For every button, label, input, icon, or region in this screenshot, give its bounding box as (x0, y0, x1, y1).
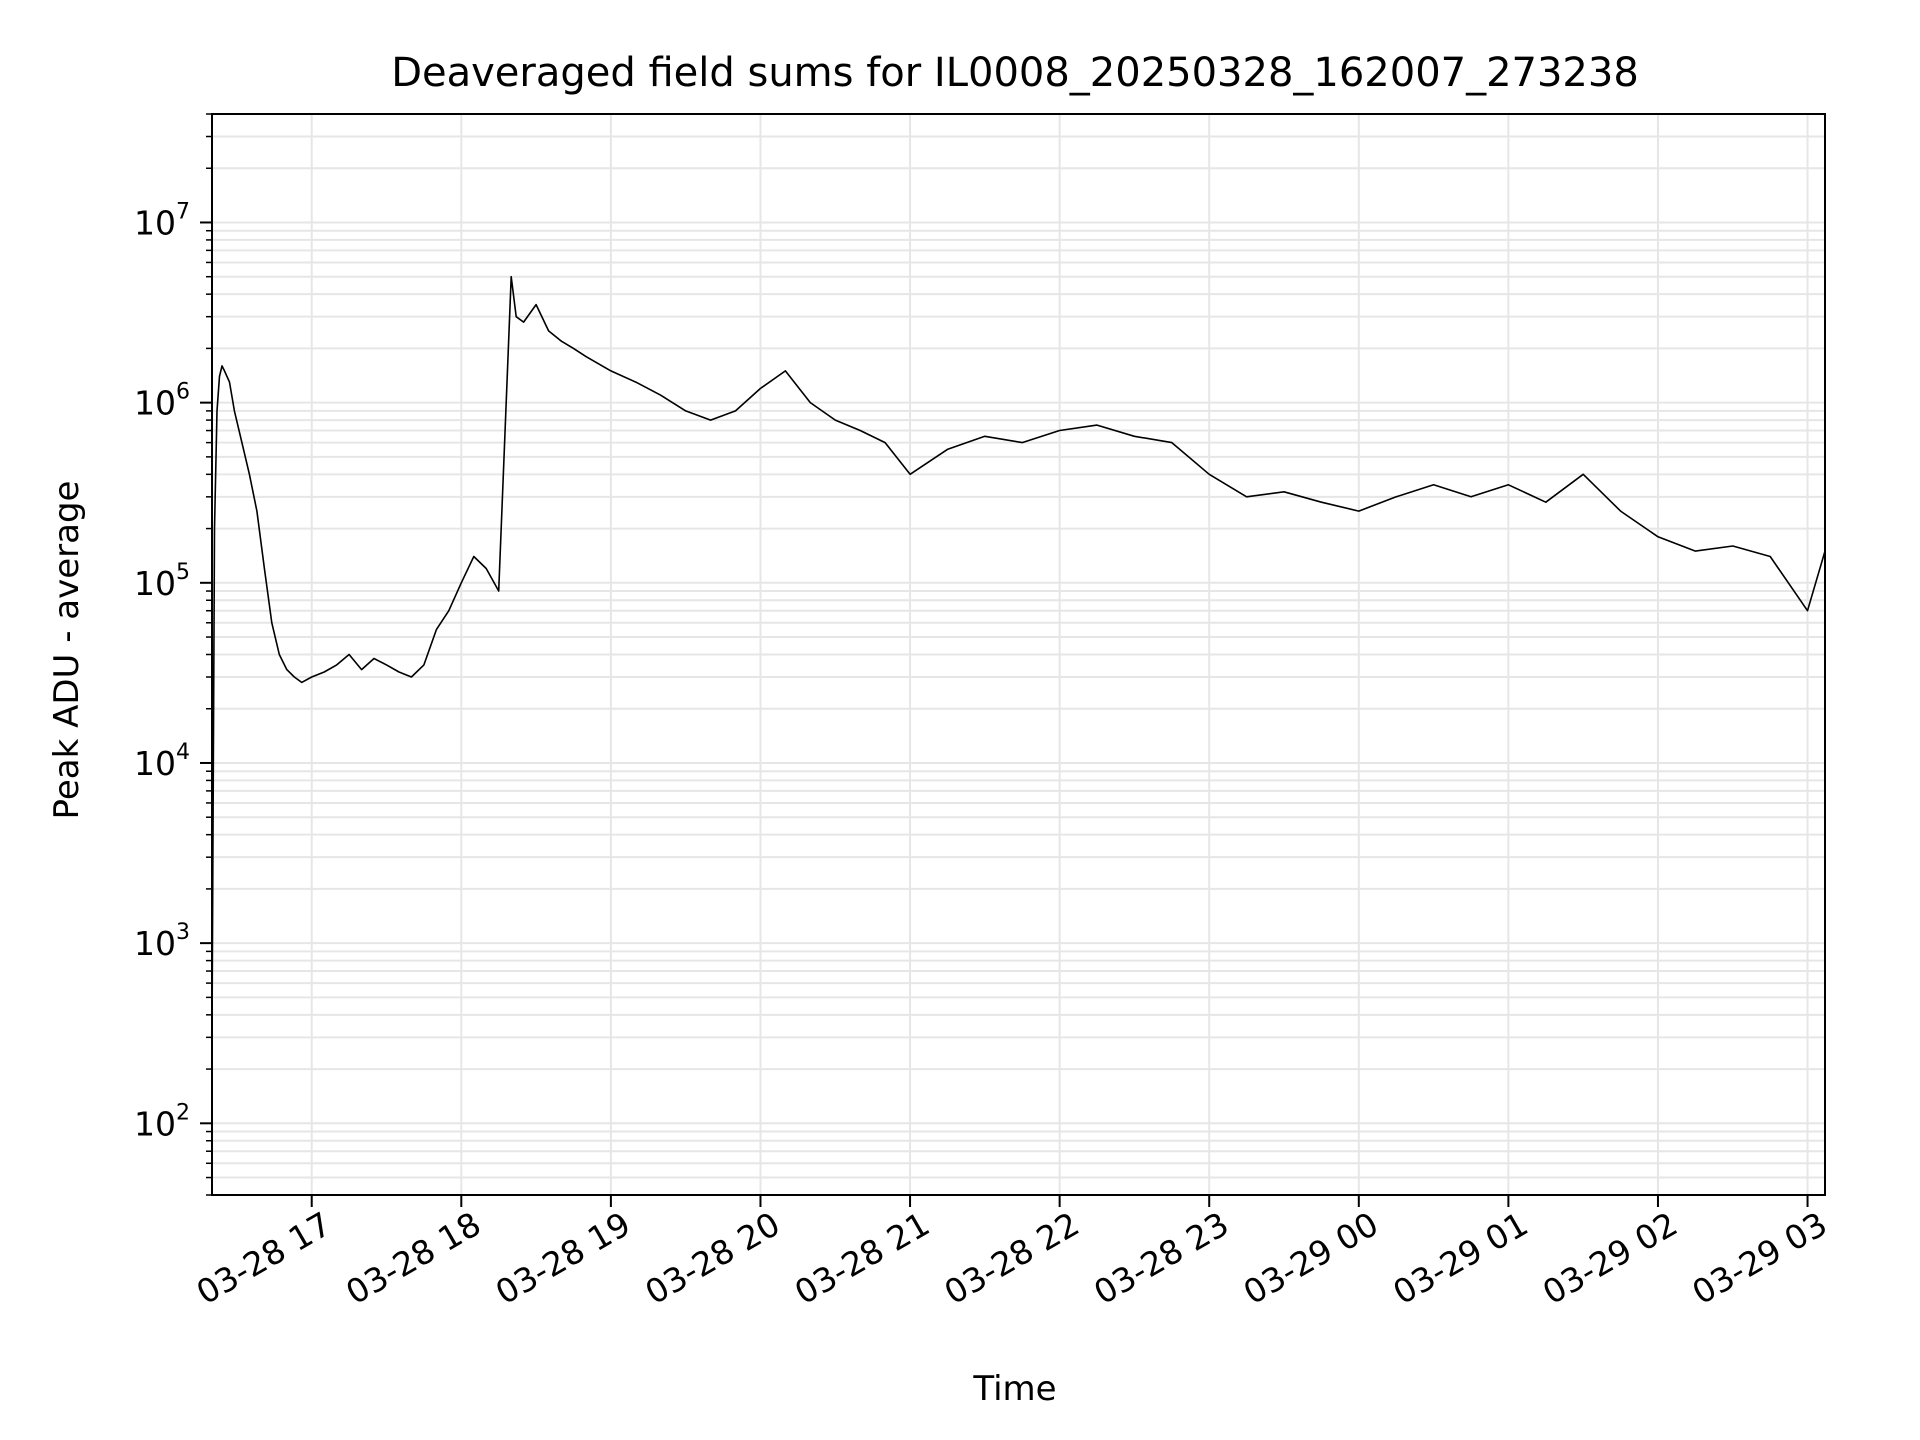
y-tick-label: 107 (134, 199, 190, 242)
grid-minor (212, 113, 1825, 1196)
y-axis-label: Peak ADU - average (47, 481, 87, 820)
y-axis: 102 103 104 105 106 107 (134, 113, 212, 1196)
y-tick-label: 102 (134, 1100, 190, 1143)
x-axis-label: Time (972, 1369, 1056, 1409)
y-tick-label: 106 (134, 380, 190, 423)
series-line (211, 275, 1826, 1038)
grid-major (212, 114, 1825, 1195)
y-tick-label: 104 (134, 740, 190, 783)
y-tick-label: 105 (134, 560, 190, 603)
y-tick-label: 103 (134, 920, 190, 963)
series-layer (211, 275, 1826, 1038)
chart-title: Deaveraged field sums for IL0008_2025032… (391, 50, 1639, 96)
